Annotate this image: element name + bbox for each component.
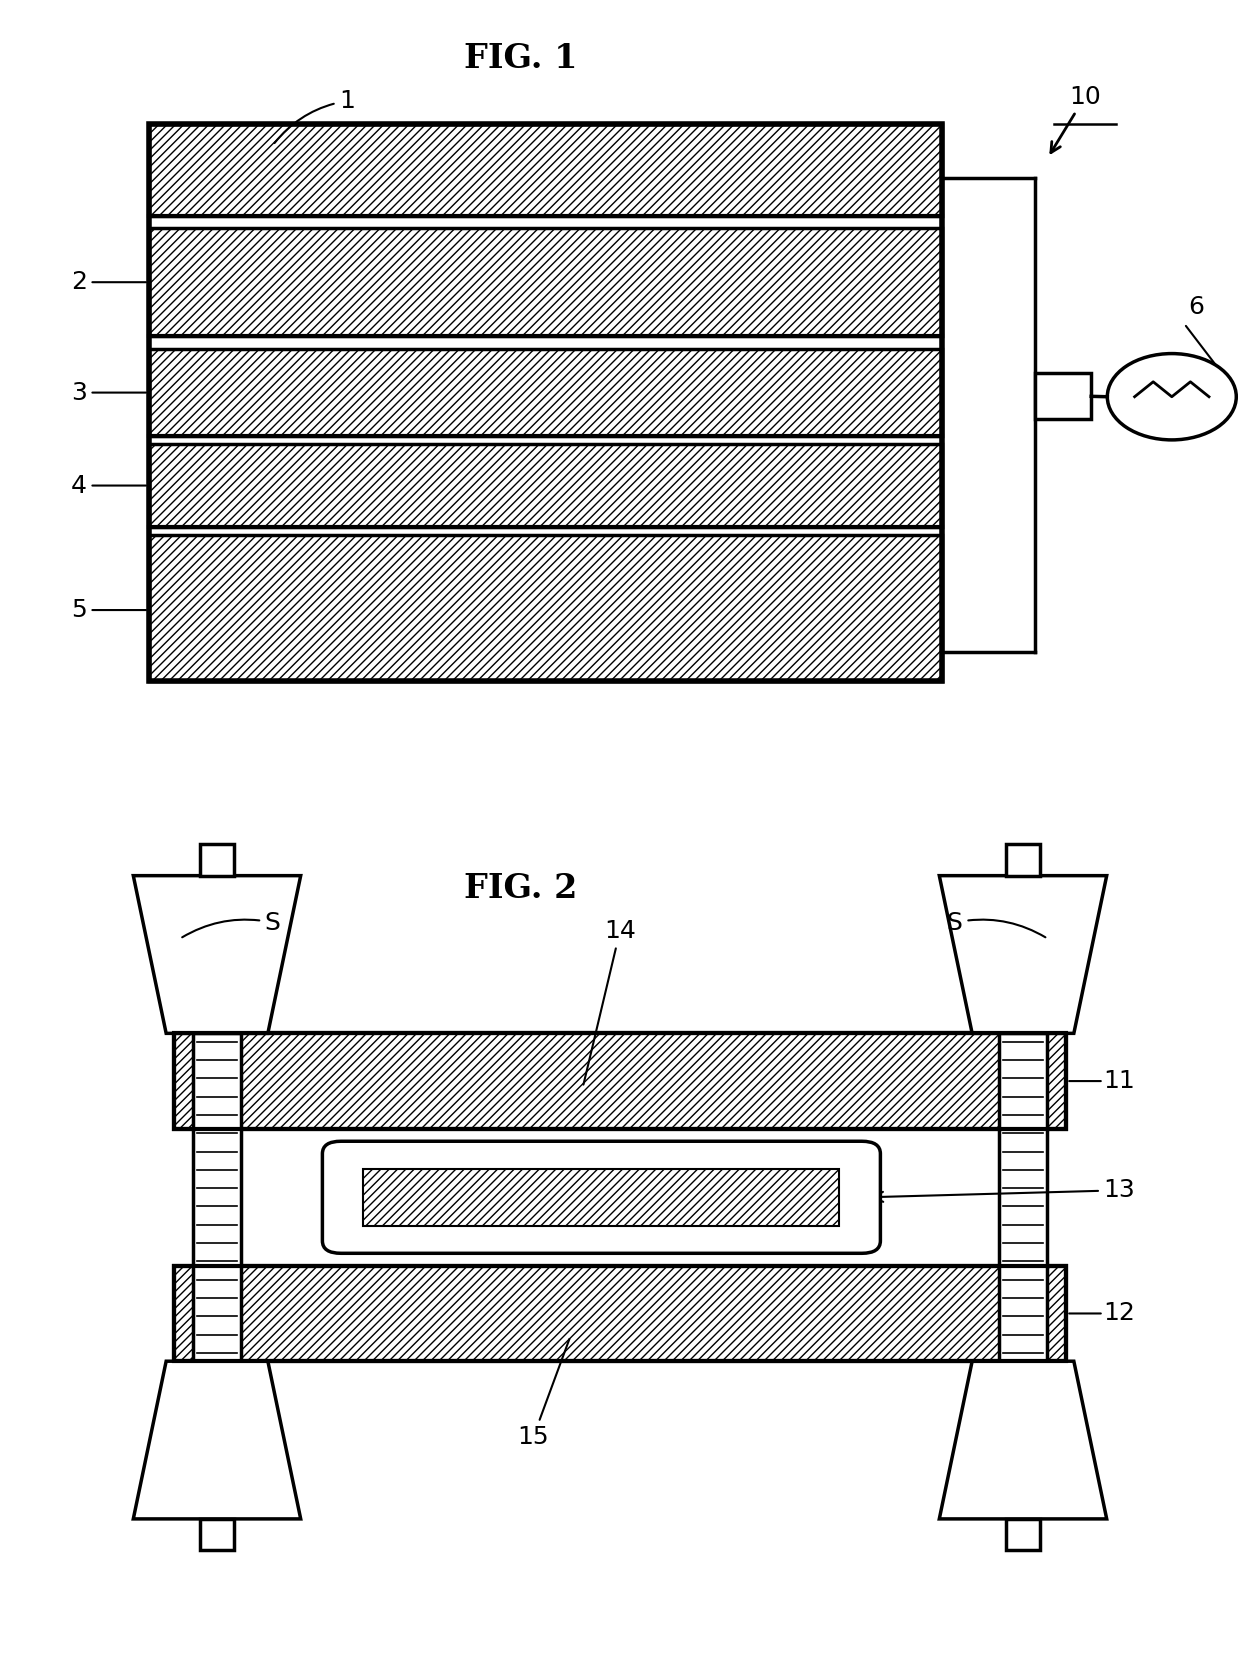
Bar [1035, 374, 1091, 418]
Bar [193, 1033, 241, 1361]
Polygon shape [133, 876, 300, 1033]
Text: 2: 2 [71, 271, 146, 294]
Text: FIG. 1: FIG. 1 [464, 42, 578, 75]
Polygon shape [940, 876, 1107, 1033]
Text: S: S [947, 911, 1045, 938]
Bar [174, 1033, 1066, 1129]
Text: 5: 5 [71, 598, 146, 622]
Bar [149, 535, 942, 681]
Text: FIG. 2: FIG. 2 [464, 872, 578, 905]
Bar [149, 349, 942, 435]
Text: 12: 12 [1104, 1301, 1136, 1325]
Bar [174, 1033, 1066, 1129]
Bar [149, 443, 942, 526]
Bar [149, 227, 942, 335]
Text: 13: 13 [873, 1179, 1136, 1202]
Text: 4: 4 [71, 473, 146, 498]
Bar [174, 1265, 1066, 1361]
Bar [174, 1265, 1066, 1361]
Text: 3: 3 [71, 380, 146, 405]
Text: 10: 10 [1050, 85, 1101, 153]
Bar [174, 1129, 1066, 1265]
Bar [1006, 1519, 1040, 1550]
Bar [200, 1519, 234, 1550]
Bar [999, 1033, 1047, 1361]
Circle shape [1107, 354, 1236, 440]
FancyBboxPatch shape [322, 1142, 880, 1253]
Bar [200, 843, 234, 876]
Bar [149, 124, 942, 216]
Bar [149, 124, 942, 681]
Text: 6: 6 [1189, 295, 1204, 319]
Polygon shape [940, 1361, 1107, 1519]
Text: 11: 11 [1104, 1069, 1136, 1092]
Text: 14: 14 [584, 920, 636, 1084]
Text: 15: 15 [517, 1340, 569, 1449]
FancyBboxPatch shape [363, 1169, 839, 1225]
Polygon shape [133, 1361, 300, 1519]
Text: S: S [182, 911, 280, 938]
Text: 1: 1 [274, 90, 355, 143]
Bar [1006, 843, 1040, 876]
